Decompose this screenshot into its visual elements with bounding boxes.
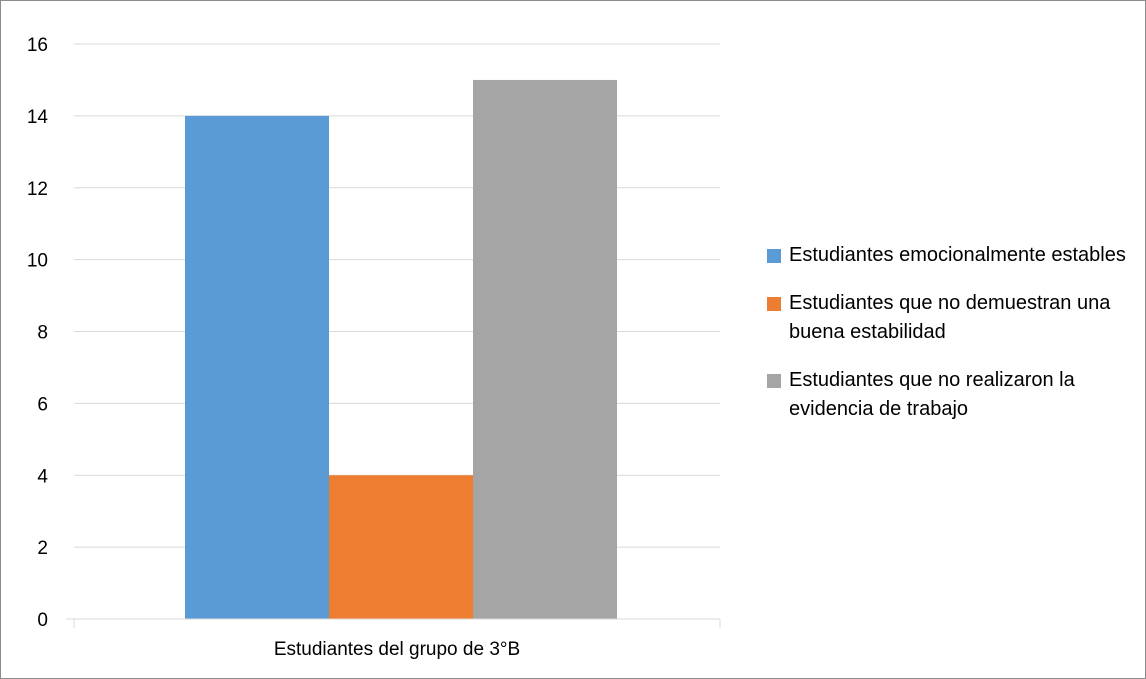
legend-label: Estudiantes emocionalmente estables	[789, 244, 1126, 266]
legend-label: Estudiantes que no demuestran una buena …	[789, 292, 1111, 343]
legend-item-no-demuestran-estabilidad: Estudiantes que no demuestran una buena …	[767, 289, 1137, 347]
y-tick-label: 4	[37, 466, 48, 487]
y-tick-label: 6	[37, 394, 48, 415]
y-tick-label: 0	[37, 610, 48, 631]
y-tick-label: 10	[27, 251, 48, 272]
legend-item-no-realizaron-evidencia: Estudiantes que no realizaron la evidenc…	[767, 366, 1137, 424]
y-tick-label: 12	[27, 179, 48, 200]
bar-1	[185, 115, 329, 619]
gridlines	[74, 43, 720, 548]
legend-label: Estudiantes que no realizaron la evidenc…	[789, 369, 1075, 420]
legend-swatch-orange	[767, 297, 781, 311]
legend: Estudiantes emocionalmente estables Estu…	[767, 241, 1137, 443]
y-tick-label: 8	[37, 323, 48, 344]
y-tick-label: 16	[27, 35, 48, 56]
legend-swatch-gray	[767, 374, 781, 388]
bar-2	[329, 475, 473, 619]
y-axis-tick-labels: 0 2 4 6 8 10 12 14 16	[27, 35, 49, 631]
bars	[185, 79, 617, 619]
legend-item-emocionalmente-estables: Estudiantes emocionalmente estables	[767, 241, 1137, 270]
x-axis-category-labels: Estudiantes del grupo de 3°B	[274, 639, 520, 660]
bar-3	[473, 79, 617, 619]
y-tick-label: 2	[37, 538, 48, 559]
y-tick-label: 14	[27, 107, 49, 128]
x-axis	[66, 618, 721, 628]
x-category-label: Estudiantes del grupo de 3°B	[274, 639, 520, 660]
legend-swatch-blue	[767, 249, 781, 263]
